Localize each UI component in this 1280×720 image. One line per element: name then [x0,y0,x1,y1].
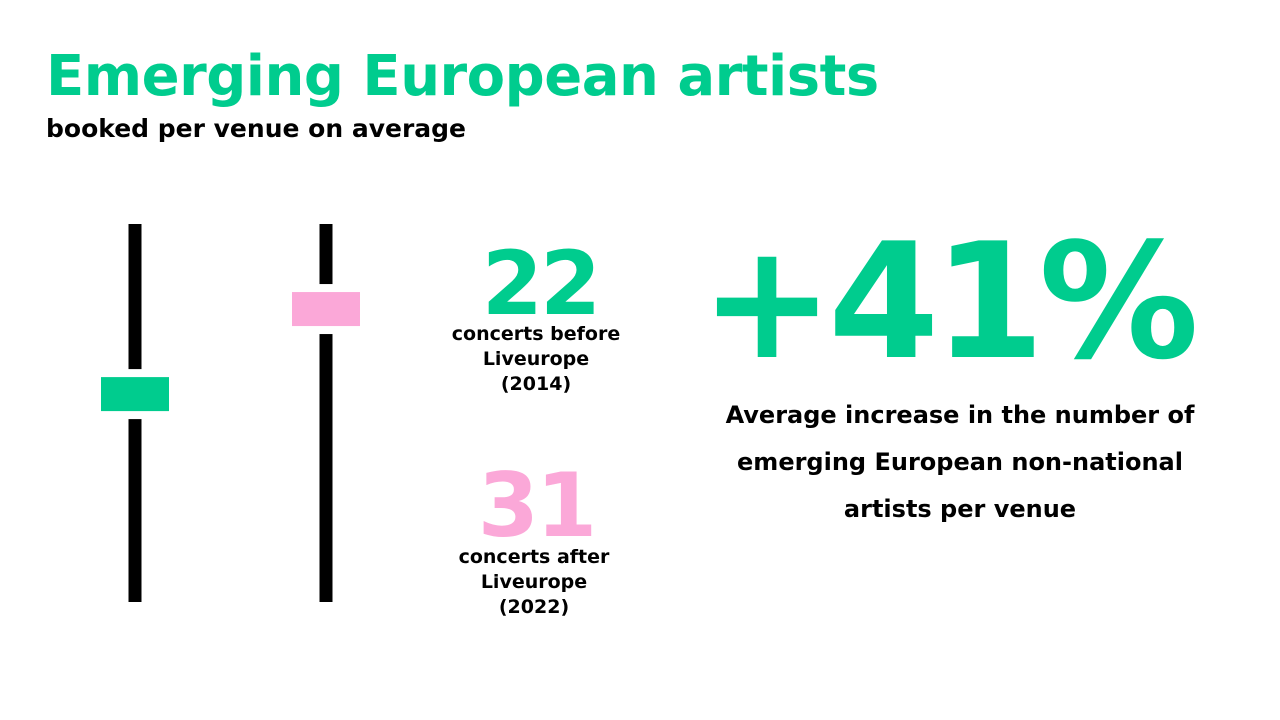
slider-track-upper [319,224,333,285]
caption-line: (2014) [500,373,572,395]
description-line: emerging European non-national [737,448,1183,476]
page-title: Emerging European artists [46,44,879,109]
description-line: Average increase in the number of [725,401,1195,429]
caption-line: Liveurope [482,348,590,370]
stat-caption-before: concerts before Liveurope (2014) [426,322,646,397]
stat-value-before: 22 [481,232,601,335]
caption-line: Liveurope [480,571,588,593]
slider-1 [101,224,169,602]
slider-2 [292,224,360,602]
page-subtitle: booked per venue on average [46,114,466,143]
slider-track-upper [128,224,142,370]
caption-line: concerts before [451,323,621,345]
percent-description: Average increase in the number of emergi… [700,392,1220,533]
slider-track-lower [319,334,333,602]
slider-knob [101,377,169,412]
stat-value-after: 31 [477,454,597,557]
slider-track-lower [128,419,142,602]
caption-line: concerts after [458,546,610,568]
slider-chart [101,224,360,602]
slider-knob [292,292,360,327]
percent-increase: +41% [700,208,1199,395]
caption-line: (2022) [498,596,570,618]
stat-caption-after: concerts after Liveurope (2022) [424,545,644,620]
description-line: artists per venue [843,495,1077,523]
